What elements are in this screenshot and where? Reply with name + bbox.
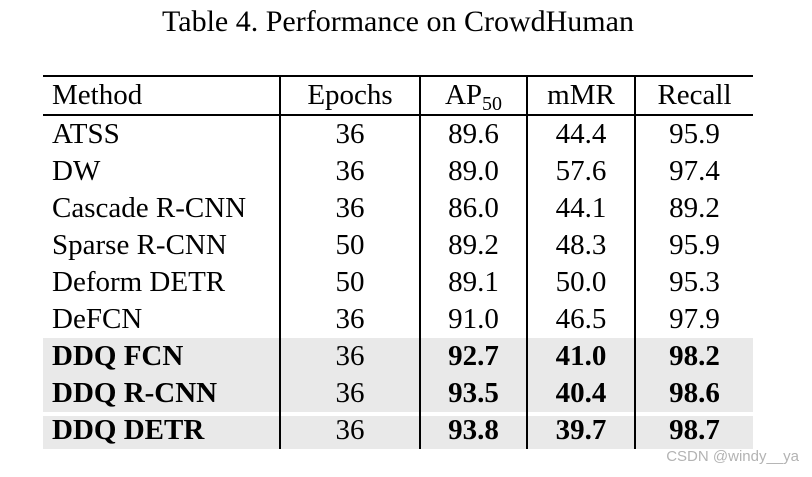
cell-ap50: 89.6 (419, 115, 527, 153)
cell-mmr: 44.4 (526, 115, 635, 153)
cell-mmr: 40.4 (526, 375, 635, 412)
table-row-dw: DW 36 89.0 57.6 97.4 (43, 153, 753, 190)
col-header-mmr: mMR (526, 76, 635, 116)
cell-method: ATSS (52, 118, 120, 150)
cell-ap50: 93.5 (419, 375, 527, 412)
cell-ap50: 91.0 (419, 301, 527, 338)
cell-method: DDQ FCN (43, 338, 280, 375)
table-row-defcn: DeFCN 36 91.0 46.5 97.9 (43, 301, 753, 338)
cell-method: DW (52, 155, 101, 187)
cell-mmr: 57.6 (526, 153, 635, 190)
ap-subscript: 50 (482, 93, 503, 115)
col-header-recall: Recall (634, 76, 753, 116)
cell-mmr: 44.1 (526, 190, 635, 227)
cell-epochs: 36 (279, 115, 420, 153)
cell-epochs: 50 (279, 264, 420, 301)
cell-epochs: 36 (279, 375, 420, 412)
cell-ap50: 89.2 (419, 227, 527, 264)
ap-label: AP (444, 79, 483, 111)
cell-recall: 97.9 (634, 301, 753, 338)
header-row: Method Epochs AP50 mMR Recall (43, 76, 753, 116)
cell-method: Cascade R-CNN (52, 192, 247, 224)
cell-recall: 89.2 (634, 190, 753, 227)
cell-epochs: 36 (279, 338, 420, 375)
cell-mmr: 39.7 (526, 412, 635, 449)
col-header-epochs: Epochs (279, 76, 420, 116)
cell-method: DDQ R-CNN (43, 375, 280, 412)
cell-recall: 95.3 (634, 264, 753, 301)
table-row-ddq-rcnn: DDQ R-CNN 36 93.5 40.4 98.6 (43, 375, 753, 412)
table-row-atss: ATSS 36 89.6 44.4 95.9 (43, 115, 753, 153)
cell-epochs: 36 (279, 301, 420, 338)
cell-ap50: 92.7 (419, 338, 527, 375)
cell-mmr: 50.0 (526, 264, 635, 301)
cell-method: DeFCN (52, 303, 143, 335)
table-row-ddq-detr: DDQ DETR 36 93.8 39.7 98.7 (43, 412, 753, 449)
cell-method: DDQ DETR (43, 412, 280, 449)
cell-recall: 98.2 (634, 338, 753, 375)
cell-ap50: 89.1 (419, 264, 527, 301)
table-caption: Table 4. Performance on CrowdHuman (162, 5, 634, 38)
cell-mmr: 46.5 (526, 301, 635, 338)
cell-epochs: 36 (279, 190, 420, 227)
cell-epochs: 36 (279, 412, 420, 449)
cell-mmr: 41.0 (526, 338, 635, 375)
col-header-ap50: AP50 (419, 76, 527, 116)
cell-epochs: 50 (279, 227, 420, 264)
cell-method: Deform DETR (52, 266, 226, 298)
cell-recall: 98.6 (634, 375, 753, 412)
cell-method: Sparse R-CNN (52, 229, 227, 261)
cell-epochs: 36 (279, 153, 420, 190)
cell-recall: 97.4 (634, 153, 753, 190)
table-row-deform-detr: Deform DETR 50 89.1 50.0 95.3 (43, 264, 753, 301)
watermark: CSDN @windy__ya (666, 448, 799, 465)
cell-recall: 98.7 (634, 412, 753, 449)
cell-recall: 95.9 (634, 115, 753, 153)
cell-ap50: 86.0 (419, 190, 527, 227)
results-table: Method Epochs AP50 mMR Recall ATSS 36 89… (43, 75, 753, 449)
cell-mmr: 48.3 (526, 227, 635, 264)
table-row-cascade-rcnn: Cascade R-CNN 36 86.0 44.1 89.2 (43, 190, 753, 227)
table-row-sparse-rcnn: Sparse R-CNN 50 89.2 48.3 95.9 (43, 227, 753, 264)
cell-ap50: 89.0 (419, 153, 527, 190)
table-row-ddq-fcn: DDQ FCN 36 92.7 41.0 98.2 (43, 338, 753, 375)
cell-ap50: 93.8 (419, 412, 527, 449)
cell-recall: 95.9 (634, 227, 753, 264)
col-header-method: Method (43, 76, 280, 116)
